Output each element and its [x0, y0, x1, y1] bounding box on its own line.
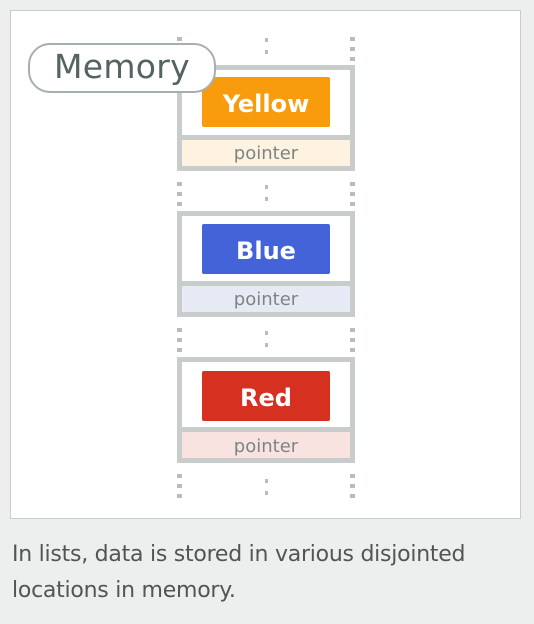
- block-frame-mid: [177, 135, 355, 140]
- block-frame-left: [177, 211, 182, 317]
- block-frame-right: [350, 211, 355, 317]
- block-frame-top: [177, 65, 355, 70]
- pointer-fill: [182, 286, 350, 312]
- pointer-label: pointer: [234, 143, 299, 164]
- memory-diagram: Yellow pointer Blue pointer Red pointer: [177, 37, 355, 498]
- block-frame-top: [177, 211, 355, 216]
- block-frame-left: [177, 357, 182, 463]
- pointer-fill: [182, 140, 350, 166]
- memory-badge: Memory: [28, 43, 216, 93]
- pointer-label: pointer: [234, 436, 299, 457]
- pointer-fill: [182, 432, 350, 458]
- block-frame-bottom: [177, 312, 355, 317]
- caption-text: In lists, data is stored in various disj…: [12, 542, 466, 603]
- value-label: Blue: [236, 237, 296, 265]
- memory-block-yellow: Yellow pointer: [177, 65, 355, 171]
- pointer-label: pointer: [234, 289, 299, 310]
- value-box: [202, 371, 330, 421]
- value-label: Red: [240, 384, 292, 412]
- dotted-separators: [177, 37, 355, 498]
- block-frame-bottom: [177, 458, 355, 463]
- memory-block-blue: Blue pointer: [177, 211, 355, 317]
- value-label: Yellow: [222, 90, 310, 118]
- block-frame-top: [177, 357, 355, 362]
- block-frame-right: [350, 357, 355, 463]
- diagram-panel: Yellow pointer Blue pointer Red pointer: [10, 10, 521, 519]
- block-frame-left: [177, 65, 182, 171]
- value-box: [202, 224, 330, 274]
- value-box: [202, 77, 330, 127]
- block-frame-bottom: [177, 166, 355, 171]
- block-frame-mid: [177, 427, 355, 432]
- block-frame-mid: [177, 281, 355, 286]
- memory-block-red: Red pointer: [177, 357, 355, 463]
- block-frame-right: [350, 65, 355, 171]
